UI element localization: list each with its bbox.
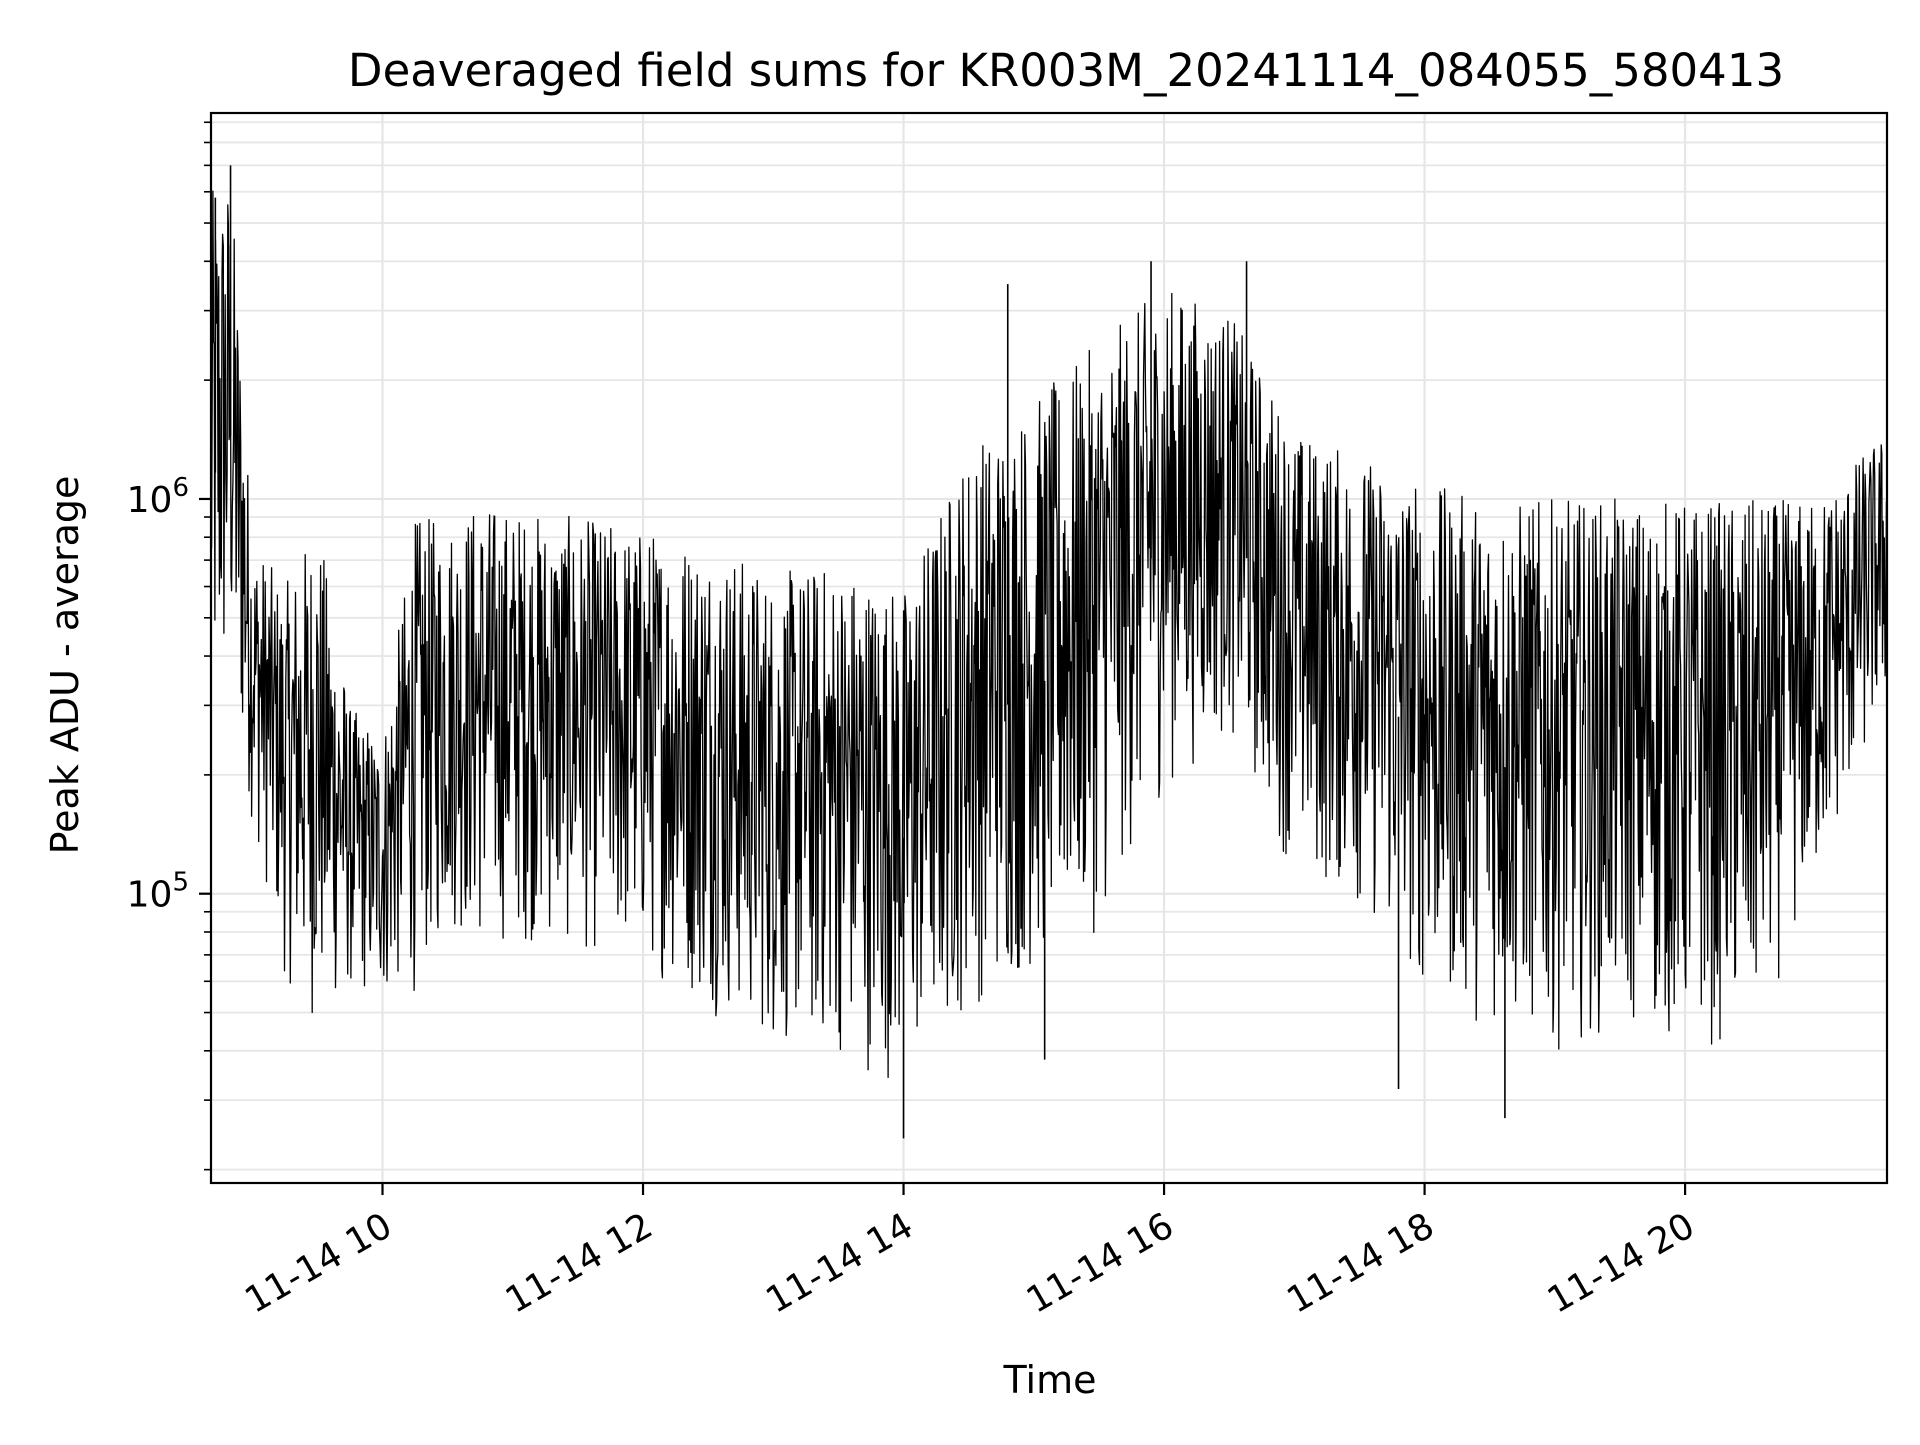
y-tick-label: 106 — [127, 473, 189, 521]
chart-title: Deaveraged field sums for KR003M_2024111… — [348, 44, 1784, 97]
series-line — [210, 165, 1888, 1139]
series-path — [210, 190, 1888, 1079]
y-tick-label: 105 — [127, 868, 189, 916]
y-axis-label: Peak ADU - average — [43, 476, 87, 855]
x-axis-label: Time — [1003, 1358, 1097, 1402]
plot-frame — [209, 111, 1889, 1185]
